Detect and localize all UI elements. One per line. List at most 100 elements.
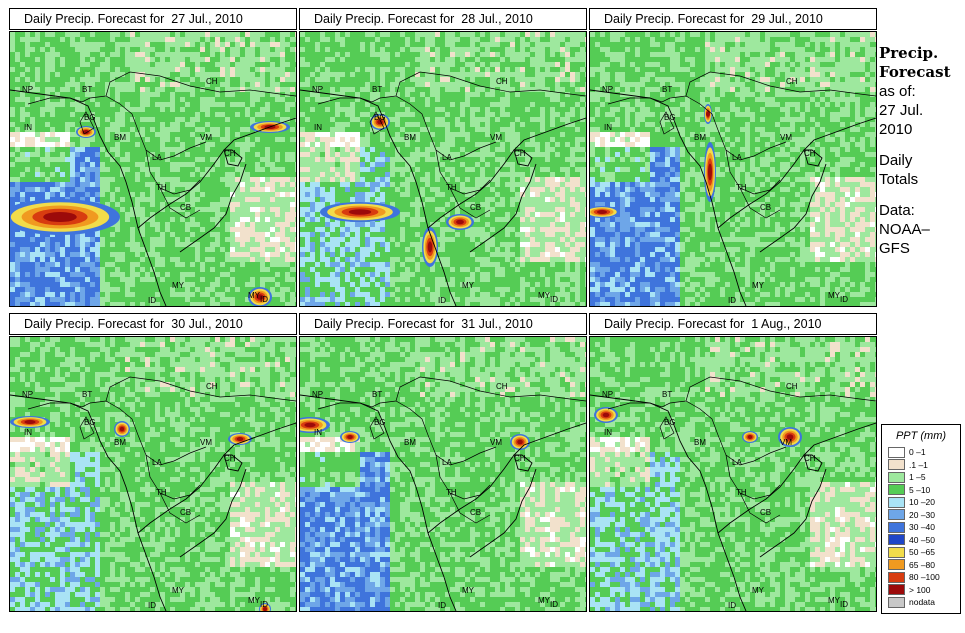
info-heading-2: Forecast bbox=[879, 63, 951, 81]
country-label: ID bbox=[438, 296, 446, 305]
legend-item: 65 –80 bbox=[888, 559, 960, 572]
info-year: 2010 bbox=[879, 121, 913, 138]
heavy-precip-cell bbox=[83, 130, 89, 134]
info-totals: Totals bbox=[879, 171, 919, 188]
country-label: ID bbox=[840, 295, 848, 304]
legend-label: 5 –10 bbox=[909, 484, 931, 495]
info-date: 27 Jul. bbox=[879, 102, 924, 119]
country-label: ID bbox=[260, 600, 268, 609]
coastline bbox=[300, 394, 586, 611]
panel-title: Daily Precip. Forecast for 28 Jul., 2010 bbox=[299, 8, 587, 30]
legend-item: 10 –20 bbox=[888, 496, 960, 509]
country-label: CH bbox=[224, 454, 236, 463]
legend-swatch bbox=[888, 559, 905, 571]
country-label: CB bbox=[760, 508, 771, 517]
legend-swatch bbox=[888, 521, 905, 533]
panel-title: Daily Precip. Forecast for 27 Jul., 2010 bbox=[9, 8, 297, 30]
heavy-precip-cell bbox=[347, 435, 353, 439]
precip-map: NP BT BG IN BM CH VM LA TH CB CH MY MY ID ID bbox=[589, 31, 877, 307]
country-label: BT bbox=[82, 390, 92, 399]
heavy-precip-cell bbox=[24, 420, 36, 424]
country-label: CH bbox=[496, 382, 508, 391]
heavy-precip-cell bbox=[236, 437, 244, 441]
country-label: IN bbox=[604, 428, 612, 437]
heavy-precip-cell bbox=[708, 163, 712, 181]
country-label: NP bbox=[22, 85, 33, 94]
country-label: VM bbox=[200, 438, 212, 447]
country-label: LA bbox=[732, 458, 742, 467]
legend-swatch bbox=[888, 571, 905, 583]
legend-label: 10 –20 bbox=[909, 497, 935, 508]
info-daily: Daily bbox=[879, 152, 913, 169]
info-heading-1: Precip. bbox=[879, 44, 939, 62]
legend-label: .1 –1 bbox=[909, 459, 928, 470]
country-label: CH bbox=[206, 77, 218, 86]
country-label: BM bbox=[404, 438, 416, 447]
country-label: LA bbox=[732, 153, 742, 162]
legend-label: > 100 bbox=[909, 584, 931, 595]
heavy-precip-cell bbox=[348, 209, 372, 215]
country-label: MY bbox=[462, 281, 475, 290]
country-label: ID bbox=[438, 601, 446, 610]
legend-item: 80 –100 bbox=[888, 571, 960, 584]
country-borders bbox=[607, 376, 876, 524]
country-label: ID bbox=[148, 296, 156, 305]
country-label: ID bbox=[148, 601, 156, 610]
country-label: IN bbox=[604, 123, 612, 132]
country-label: MY bbox=[172, 281, 185, 290]
country-label: NP bbox=[22, 390, 33, 399]
panel-title: Daily Precip. Forecast for 1 Aug., 2010 bbox=[589, 313, 877, 335]
panel-title: Daily Precip. Forecast for 30 Jul., 2010 bbox=[9, 313, 297, 335]
coastline bbox=[10, 89, 296, 306]
country-label: CH bbox=[786, 382, 798, 391]
country-label: BT bbox=[662, 390, 672, 399]
country-label: CB bbox=[760, 203, 771, 212]
country-label: CH bbox=[514, 454, 526, 463]
country-label: TH bbox=[446, 488, 457, 497]
country-label: MY bbox=[172, 586, 185, 595]
country-label: IN bbox=[314, 428, 322, 437]
ppt-legend: PPT (mm) 0 –1.1 –1 1 –5 5 –10 10 –20 20 –30 3… bbox=[881, 424, 961, 614]
country-label: MY bbox=[752, 586, 765, 595]
country-label: VM bbox=[780, 133, 792, 142]
coastline bbox=[10, 394, 296, 611]
country-label: CH bbox=[224, 149, 236, 158]
legend-swatch bbox=[888, 546, 905, 558]
panel-title: Daily Precip. Forecast for 31 Jul., 2010 bbox=[299, 313, 587, 335]
country-label: MY bbox=[538, 596, 551, 605]
country-label: MY bbox=[248, 596, 261, 605]
country-label: CH bbox=[804, 149, 816, 158]
country-label: NP bbox=[312, 85, 323, 94]
legend-title: PPT (mm) bbox=[895, 430, 947, 442]
info-source-2: GFS bbox=[879, 240, 910, 257]
country-label: BG bbox=[664, 418, 676, 427]
country-label: ID bbox=[260, 295, 268, 304]
legend-item: nodata bbox=[888, 596, 960, 609]
country-borders bbox=[27, 71, 296, 219]
country-label: IN bbox=[24, 428, 32, 437]
heavy-precip-cell bbox=[456, 219, 464, 225]
legend-swatch bbox=[888, 496, 905, 508]
forecast-info: Precip. Forecast as of: 27 Jul. 2010 Dai… bbox=[879, 44, 963, 258]
country-label: TH bbox=[736, 488, 747, 497]
legend-item: 0 –1 bbox=[888, 446, 960, 459]
country-label: CH bbox=[804, 454, 816, 463]
legend-item: 1 –5 bbox=[888, 471, 960, 484]
country-label: LA bbox=[152, 458, 162, 467]
country-label: TH bbox=[156, 183, 167, 192]
country-label: BM bbox=[404, 133, 416, 142]
precip-field bbox=[590, 337, 876, 611]
country-label: BT bbox=[372, 85, 382, 94]
country-label: CB bbox=[470, 203, 481, 212]
legend-swatch bbox=[888, 459, 905, 471]
country-label: ID bbox=[550, 295, 558, 304]
country-label: VM bbox=[490, 438, 502, 447]
country-label: NP bbox=[602, 390, 613, 399]
precip-map: NP BT BG IN BM CH VM LA TH CB CH MY MY ID ID bbox=[9, 31, 297, 307]
country-label: ID bbox=[840, 600, 848, 609]
heavy-precip-cell bbox=[119, 426, 125, 432]
country-borders bbox=[607, 71, 876, 219]
legend-item: 50 –65 bbox=[888, 546, 960, 559]
country-label: BG bbox=[84, 113, 96, 122]
legend-item: 30 –40 bbox=[888, 521, 960, 534]
